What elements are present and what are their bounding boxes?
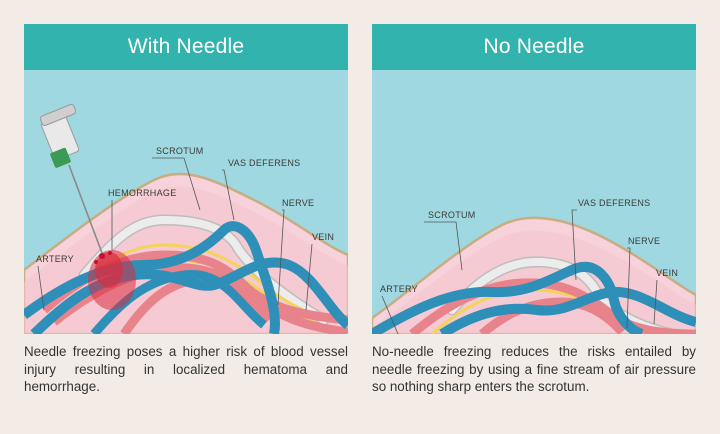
label-vein: VEIN [312,232,334,242]
label-vas-deferens: VAS DEFERENS [578,198,650,208]
label-artery: ARTERY [380,284,418,294]
with-needle-panel: With Needle [24,24,348,396]
no-needle-illustration: SCROTUM VAS DEFERENS NERVE ARTERY VEIN [372,70,696,334]
label-vein: VEIN [656,268,678,278]
syringe [39,104,103,254]
needle-hub [50,147,71,168]
with-needle-illustration: SCROTUM VAS DEFERENS HEMORRHAGE NERVE AR… [24,70,348,334]
label-vas-deferens: VAS DEFERENS [228,158,300,168]
label-scrotum: SCROTUM [156,146,204,156]
panel-title: With Needle [24,24,348,70]
label-hemorrhage: HEMORRHAGE [108,188,177,198]
label-nerve: NERVE [282,198,314,208]
label-artery: ARTERY [36,254,74,264]
needle [68,164,103,254]
label-nerve: NERVE [628,236,660,246]
panel-title: No Needle [372,24,696,70]
no-needle-panel: No Needle SCROTUM VAS DEFERENS NERVE ART… [372,24,696,396]
panel-caption: Needle freezing poses a higher risk of b… [24,344,348,394]
label-scrotum: SCROTUM [428,210,476,220]
vein [372,261,644,334]
panel-caption: No-needle freezing reduces the risks ent… [372,344,696,394]
artery [409,278,696,334]
